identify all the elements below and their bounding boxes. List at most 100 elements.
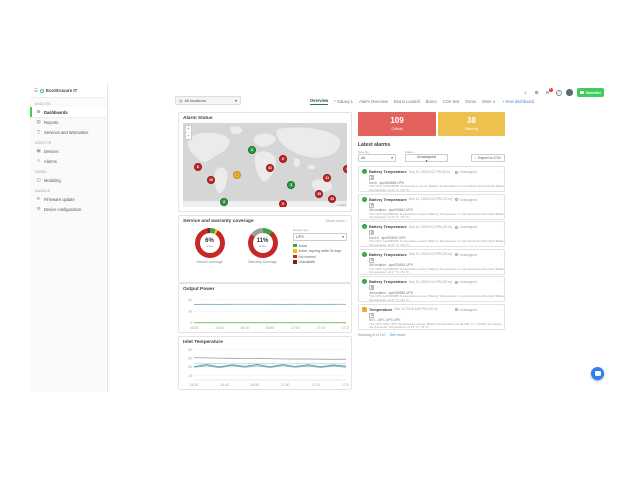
schneider-brand-button[interactable]: Schneider xyxy=(577,88,604,97)
chevron-right-icon[interactable]: › xyxy=(500,251,503,257)
alarm-assign-control[interactable]: Unassigned xyxy=(455,198,477,202)
modeling-icon: ◫ xyxy=(36,177,41,182)
location-selector[interactable]: ◎ All locations ▾ xyxy=(175,96,241,105)
map-marker-critical[interactable]: 4 xyxy=(343,165,347,174)
tab-more[interactable]: More ∨ xyxy=(482,99,496,104)
map-marker-critical[interactable]: 19 xyxy=(206,176,215,185)
warranty-coverage-percent: 11% xyxy=(256,238,269,244)
alarm-item[interactable]: ✓ Battery Temperature Sep 14, 2018 6:14 … xyxy=(358,276,505,302)
device-type-badge xyxy=(369,230,374,235)
map-marker-ok[interactable]: 2 xyxy=(220,197,228,206)
export-csv-button[interactable]: ↓ Export to CSV xyxy=(470,154,505,162)
avatar[interactable] xyxy=(566,89,573,96)
service-coverage-caption: Service coverage xyxy=(196,260,223,264)
see-more-link[interactable]: See more xyxy=(389,332,406,337)
alarm-timestamp: Sep 14, 2018 6:13 PM (23 m) xyxy=(408,252,453,256)
map-marker-critical[interactable]: 6 xyxy=(279,155,288,164)
sidebar-section-label: Manage xyxy=(35,189,51,193)
sidebar-item-firmware-update[interactable]: ⟳ Firmware update xyxy=(30,194,107,204)
alarm-device: 4th location - apc530681 UPS xyxy=(369,208,413,212)
warranty-coverage-caption: Warranty coverage xyxy=(248,260,277,264)
map-zoom-in-button[interactable]: + xyxy=(186,126,191,133)
alarm-map[interactable]: + − Leaflet 8 19! 3 43 6 3 41 39 43 2 9 4 xyxy=(183,123,347,207)
critical-count-tile[interactable]: 109 Critical xyxy=(358,112,436,136)
sidebar-item-label: Device configuration xyxy=(44,206,82,212)
tab-galaxy-l[interactable]: * Galaxy L xyxy=(334,99,354,104)
alarm-item[interactable]: ! Temperature Sep 14, 2018 6:00 PM (35 m… xyxy=(358,303,505,330)
map-marker-critical[interactable]: 43 xyxy=(328,194,337,203)
alarm-assign-control[interactable]: Unassigned xyxy=(455,253,477,257)
map-zoom-out-button[interactable]: − xyxy=(187,133,190,139)
search-icon[interactable]: ⌕ xyxy=(524,90,527,95)
tab-alarm-overview[interactable]: Alarm Overview xyxy=(359,99,388,104)
show-more-link[interactable]: Show more › xyxy=(325,219,347,223)
severity-filter-select[interactable]: All ▾ xyxy=(358,154,396,162)
alarm-severity-icon: ✓ xyxy=(362,251,367,257)
alarm-assign-control[interactable]: Unassigned xyxy=(455,170,477,174)
map-marker-critical[interactable]: 39 xyxy=(315,190,324,199)
svg-text:16:40: 16:40 xyxy=(220,383,229,387)
alarm-item[interactable]: ✓ Battery Temperature Sep 14, 2018 6:27 … xyxy=(358,166,505,192)
assignee-icon xyxy=(455,253,458,256)
apps-grid-icon[interactable]: ⊞ xyxy=(534,89,539,95)
alarm-severity-icon: ✓ xyxy=(362,169,367,174)
chevron-right-icon[interactable]: › xyxy=(500,169,503,174)
alarm-item[interactable]: ✓ Battery Temperature Sep 14, 2018 6:13 … xyxy=(358,193,505,220)
tab-overview[interactable]: Overview xyxy=(310,98,329,105)
help-icon[interactable]: ? xyxy=(555,89,562,96)
alarm-description: The UPS 'apc530685' Temperature sensor '… xyxy=(369,294,505,302)
sidebar-item-dashboards[interactable]: ⊞ Dashboards xyxy=(30,107,107,117)
map-marker-critical[interactable]: 43 xyxy=(265,163,274,172)
legend-label: Not covered xyxy=(298,254,316,259)
tab-demo[interactable]: Demo xyxy=(465,99,477,104)
map-attribution: Leaflet xyxy=(337,202,346,207)
output-power-title: Output Power xyxy=(183,287,215,292)
sidebar-item-reports[interactable]: ▤ Reports xyxy=(30,117,107,127)
sidebar-item-alarms[interactable]: ⚠ Alarms xyxy=(30,156,107,166)
dashboards-icon: ⊞ xyxy=(36,109,41,114)
sidebar-item-services-warranties[interactable]: ⛉ Services and Warranties xyxy=(30,127,107,137)
map-marker-critical[interactable]: 9 xyxy=(279,199,288,207)
critical-label: Critical xyxy=(391,126,403,131)
sidebar-item-modeling[interactable]: ◫ Modeling xyxy=(30,175,107,185)
svg-text:20: 20 xyxy=(188,365,192,369)
map-marker-ok[interactable]: 3 xyxy=(247,145,256,154)
tab-bruno[interactable]: Bruno xyxy=(425,99,437,104)
tab-bruno-lunardi[interactable]: Bruno Lunardi xyxy=(394,99,420,104)
alarm-item[interactable]: ✓ Battery Temperature Sep 14, 2018 6:13 … xyxy=(358,248,505,275)
svg-text:16:30: 16:30 xyxy=(215,326,224,330)
sidebar-item-device-configuration[interactable]: ⚙ Device configuration xyxy=(30,204,107,214)
chevron-right-icon[interactable]: › xyxy=(500,306,503,312)
alarm-assign-control[interactable]: Unassigned xyxy=(455,308,477,312)
status-filter-select[interactable]: Unassigned ▾ xyxy=(405,154,448,163)
chat-fab-button[interactable] xyxy=(591,367,604,380)
svg-text:17:10: 17:10 xyxy=(316,326,325,330)
legend-item: Unavailable xyxy=(293,260,347,264)
warning-count-tile[interactable]: 38 Warning xyxy=(438,112,505,136)
device-type-select[interactable]: UPS ▾ xyxy=(293,232,347,241)
alarm-assign-control[interactable]: Unassigned xyxy=(455,280,477,284)
new-dashboard-link[interactable]: + New dashboard xyxy=(502,99,535,104)
svg-text:30: 30 xyxy=(188,357,192,361)
app-logo[interactable]: ☰ EcoStruxure IT xyxy=(30,84,107,98)
chevron-right-icon[interactable]: › xyxy=(500,279,503,284)
alarm-assign-value: Unassigned xyxy=(459,170,477,174)
svg-text:17:20: 17:20 xyxy=(342,383,349,387)
alarm-item[interactable]: ✓ Battery Temperature Sep 14, 2018 6:13 … xyxy=(358,221,505,247)
alarm-assign-control[interactable]: Unassigned xyxy=(455,225,477,229)
sidebar-section-label: Monitor xyxy=(35,141,52,145)
tab-cov-test[interactable]: COV test xyxy=(442,99,460,104)
device-type-badge xyxy=(369,175,374,180)
hamburger-menu-icon[interactable]: ☰ xyxy=(34,87,39,93)
map-marker-critical[interactable]: 8 xyxy=(193,162,202,171)
chevron-right-icon[interactable]: › xyxy=(500,224,503,229)
notifications-bell-icon[interactable]: ⍾ 6 xyxy=(546,87,553,95)
alarm-assign-value: Unassigned xyxy=(459,280,477,284)
map-marker-ok[interactable]: 3 xyxy=(287,181,296,190)
sidebar-item-devices[interactable]: ▣ Devices xyxy=(30,146,107,156)
status-filter-label: Status xyxy=(405,150,414,154)
map-marker-critical[interactable]: 41 xyxy=(323,174,332,183)
chevron-right-icon[interactable]: › xyxy=(500,196,503,202)
map-marker-warning[interactable]: ! xyxy=(233,171,242,180)
